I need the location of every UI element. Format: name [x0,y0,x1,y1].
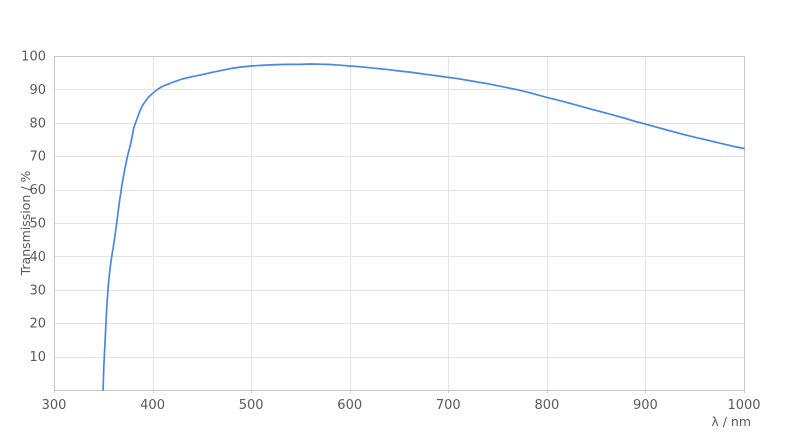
y-tick-label-20: 20 [29,317,46,332]
gridlines [54,56,745,393]
transmission-curve [102,63,745,391]
x-tick-label-300: 300 [42,398,67,413]
x-axis-title: λ / nm [711,414,751,429]
y-tick-label-80: 80 [29,116,46,131]
y-tick-label-30: 30 [29,283,46,298]
y-tick-label-70: 70 [29,150,46,165]
y-tick-label-50: 50 [29,217,46,232]
x-tick-label-800: 800 [534,398,559,413]
x-tick-label-600: 600 [337,398,362,413]
y-tick-label-10: 10 [29,350,46,365]
y-tick-label-90: 90 [29,83,46,98]
x-tick-labels: 300 400 500 600 700 800 900 1000 [42,398,761,413]
y-axis-title: Transmission / % [18,170,33,276]
x-tick-label-500: 500 [239,398,264,413]
y-tick-labels: 10 20 30 40 50 60 70 80 90 100 [21,50,46,366]
y-tick-label-60: 60 [29,183,46,198]
x-tick-label-700: 700 [436,398,461,413]
x-tick-label-400: 400 [140,398,165,413]
x-tick-label-900: 900 [633,398,658,413]
plot-frame [54,56,745,391]
y-tick-label-100: 100 [21,50,46,65]
x-tick-label-1000: 1000 [727,398,760,413]
y-tick-label-40: 40 [29,250,46,265]
